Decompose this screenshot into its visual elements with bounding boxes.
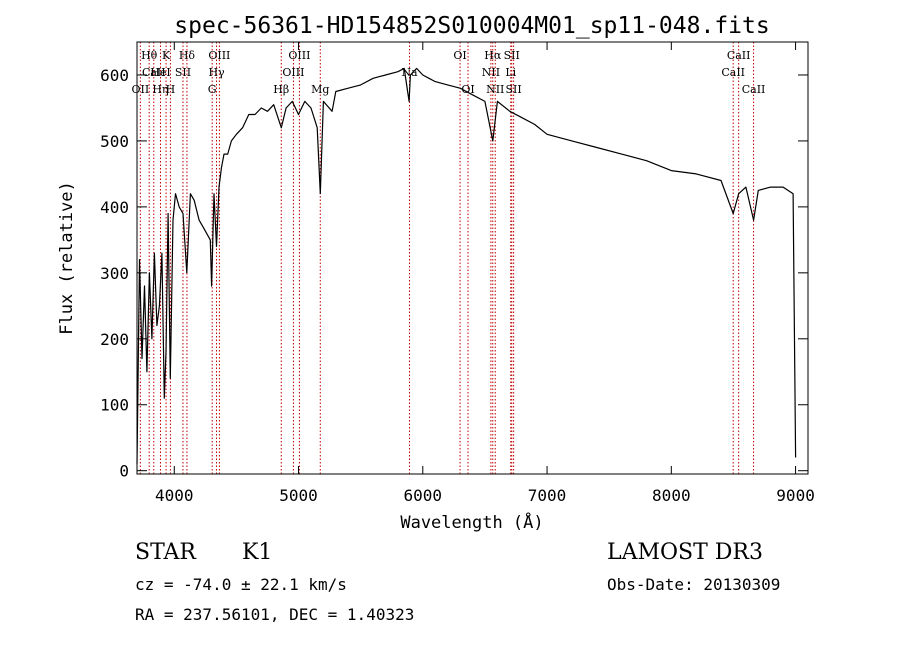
x-axis-label: Wavelength (Å) bbox=[400, 511, 543, 533]
line-label-27: CaII bbox=[742, 83, 766, 96]
y-tick-label-0: 0 bbox=[119, 462, 129, 481]
line-label-11: G bbox=[208, 83, 217, 96]
line-label-22: Li bbox=[505, 66, 516, 79]
object-subclass: K1 bbox=[242, 540, 273, 565]
x-tick-label-5000: 5000 bbox=[279, 486, 318, 505]
line-label-4: HeI bbox=[150, 66, 170, 79]
line-label-5: K bbox=[162, 49, 171, 62]
line-label-25: CaII bbox=[721, 66, 745, 79]
line-label-3: Hη bbox=[152, 83, 168, 96]
line-label-16: Na bbox=[401, 66, 418, 79]
line-label-18: OI bbox=[461, 83, 474, 96]
line-label-17: OI bbox=[453, 49, 466, 62]
line-label-1: OII bbox=[131, 83, 149, 96]
y-axis-label: Flux (relative) bbox=[57, 181, 77, 335]
redshift-cz: cz = -74.0 ± 22.1 km/s bbox=[135, 575, 347, 594]
line-label-13: OIII bbox=[282, 66, 304, 79]
line-label-21: NII bbox=[486, 83, 504, 96]
y-tick-label-600: 600 bbox=[100, 66, 129, 85]
x-tick-label-6000: 6000 bbox=[404, 486, 443, 505]
y-tick-label-100: 100 bbox=[100, 396, 129, 415]
survey-name: LAMOST DR3 bbox=[607, 540, 763, 565]
line-label-14: OIII bbox=[288, 49, 310, 62]
line-label-12: Hβ bbox=[273, 83, 289, 96]
spectrum-series bbox=[136, 67, 797, 465]
line-label-24: SII bbox=[506, 83, 522, 96]
line-label-0: Hθ bbox=[141, 49, 158, 62]
line-label-19: Hα bbox=[484, 49, 502, 62]
x-tick-label-7000: 7000 bbox=[528, 486, 567, 505]
line-label-15: Mg bbox=[311, 83, 329, 96]
x-tick-label-4000: 4000 bbox=[155, 486, 194, 505]
y-tick-label-500: 500 bbox=[100, 132, 129, 151]
y-tick-label-300: 300 bbox=[100, 264, 129, 283]
line-label-20: NII bbox=[482, 66, 500, 79]
line-label-9: OIII bbox=[208, 49, 230, 62]
y-tick-label-200: 200 bbox=[100, 330, 129, 349]
object-class: STAR bbox=[135, 540, 196, 565]
x-tick-label-9000: 9000 bbox=[776, 486, 815, 505]
line-label-23: SII bbox=[504, 49, 520, 62]
line-label-8: Hδ bbox=[179, 49, 196, 62]
spectral-line-labels: Hθ OII CaII Hη HeI K SII H Hδ OIII Hγ G Hβ OIII OIII Mg… bbox=[131, 49, 765, 96]
plot-frame bbox=[136, 41, 809, 475]
observation-date: Obs-Date: 20130309 bbox=[607, 575, 781, 594]
x-tick-label-8000: 8000 bbox=[652, 486, 691, 505]
line-label-10: Hγ bbox=[208, 66, 225, 79]
line-label-7: H bbox=[166, 83, 176, 96]
spectrum-line bbox=[136, 67, 797, 465]
line-label-26: CaII bbox=[727, 49, 751, 62]
y-tick-label-400: 400 bbox=[100, 198, 129, 217]
line-label-2: CaII bbox=[142, 66, 166, 79]
chart-title: spec-56361-HD154852S010004M01_sp11-048.f… bbox=[174, 13, 769, 39]
axis-ticks: 4000 5000 6000 7000 8000 9000 0 100 200 300 400 500… bbox=[100, 42, 815, 505]
line-label-6: SII bbox=[175, 66, 191, 79]
coordinates: RA = 237.56101, DEC = 1.40323 bbox=[135, 605, 415, 624]
spectral-line-markers bbox=[139, 42, 755, 474]
